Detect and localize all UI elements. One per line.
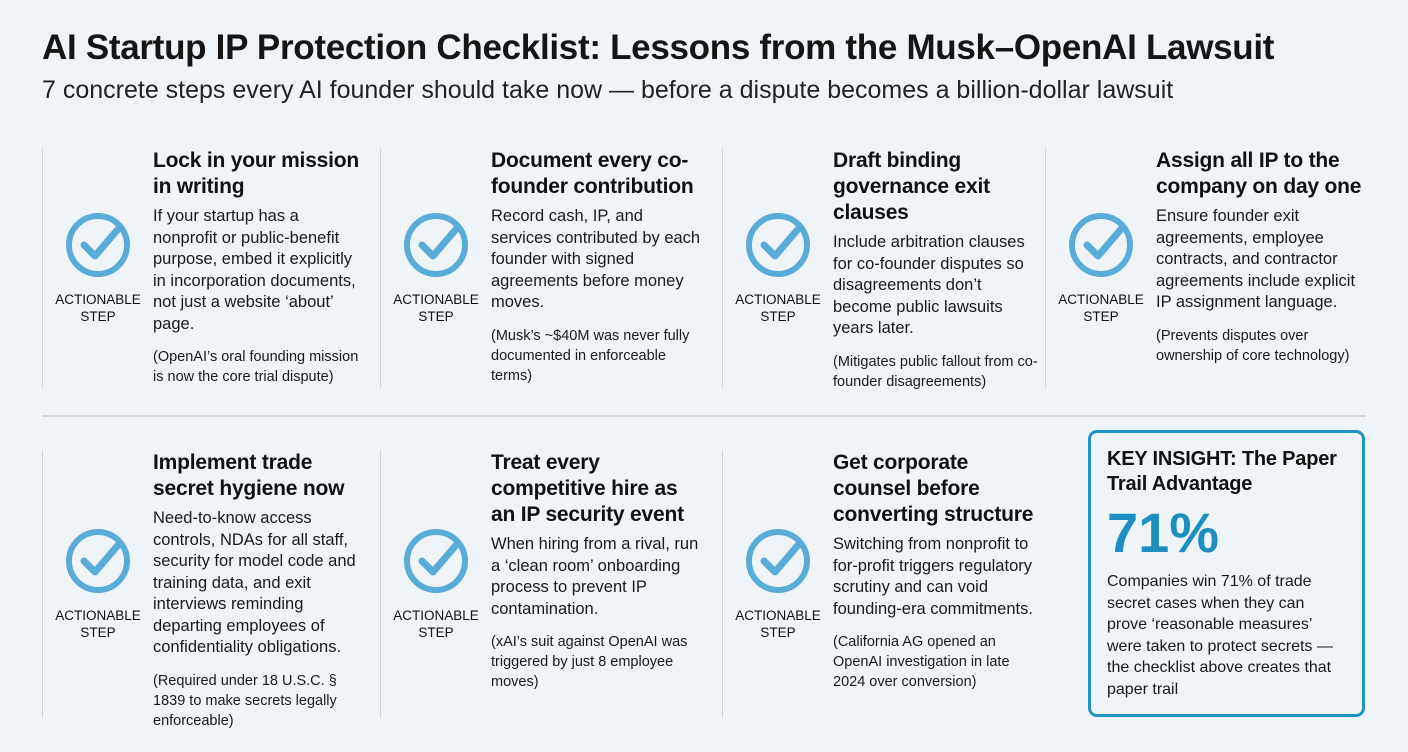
checklist-step: ACTIONABLE STEP Get corporate counsel be… <box>722 450 1052 718</box>
step-tag: ACTIONABLE STEP <box>55 292 141 324</box>
step-body: Need-to-know access controls, NDAs for a… <box>153 509 356 656</box>
step-title: Draft binding governance exit clauses <box>833 149 990 224</box>
step-badge: ACTIONABLE STEP <box>43 450 153 718</box>
step-body: Switching from nonprofit to for-profit t… <box>833 535 1033 618</box>
step-badge: ACTIONABLE STEP <box>1046 148 1156 388</box>
check-circle-icon <box>1069 213 1133 277</box>
check-circle-icon <box>404 213 468 277</box>
step-note: (Prevents disputes over ownership of cor… <box>1156 327 1350 364</box>
insight-stat: 71% <box>1107 501 1220 564</box>
step-title: Treat every competitive hire as an IP se… <box>491 451 684 526</box>
step-title: Document every co-founder contribution <box>491 149 694 198</box>
checklist-step: ACTIONABLE STEP Document every co-founde… <box>380 148 710 388</box>
checklist-step: ACTIONABLE STEP Lock in your mission in … <box>42 148 372 388</box>
step-note: (Required under 18 U.S.C. § 1839 to make… <box>153 672 337 729</box>
step-tag: ACTIONABLE STEP <box>55 608 141 640</box>
row-divider <box>42 415 1366 417</box>
step-badge: ACTIONABLE STEP <box>381 148 491 388</box>
step-note: (Musk’s ~$40M was never fully documented… <box>491 327 690 384</box>
step-tag: ACTIONABLE STEP <box>393 608 479 640</box>
step-tag: ACTIONABLE STEP <box>1058 292 1144 324</box>
page-subtitle: 7 concrete steps every AI founder should… <box>42 76 1174 104</box>
insight-title: KEY INSIGHT: The Paper Trail Advantage <box>1107 448 1337 495</box>
step-title: Get corporate counsel before converting … <box>833 451 1034 526</box>
checklist-step: ACTIONABLE STEP Implement trade secret h… <box>42 450 372 729</box>
checklist-step: ACTIONABLE STEP Assign all IP to the com… <box>1045 148 1375 388</box>
step-note: (Mitigates public fallout from co-founde… <box>833 353 1038 390</box>
check-circle-icon <box>66 529 130 593</box>
step-badge: ACTIONABLE STEP <box>381 450 491 718</box>
step-title: Assign all IP to the company on day one <box>1156 149 1362 198</box>
check-circle-icon <box>66 213 130 277</box>
step-body: When hiring from a rival, run a ‘clean r… <box>491 535 699 618</box>
step-body: Record cash, IP, and services contribute… <box>491 207 701 311</box>
check-circle-icon <box>746 213 810 277</box>
step-tag: ACTIONABLE STEP <box>735 608 821 640</box>
step-body: If your startup has a nonprofit or publi… <box>153 207 356 333</box>
step-body: Ensure founder exit agreements, employee… <box>1156 207 1356 311</box>
insight-body: Companies win 71% of trade secret cases … <box>1107 573 1333 698</box>
step-tag: ACTIONABLE STEP <box>735 292 821 324</box>
step-badge: ACTIONABLE STEP <box>723 450 833 718</box>
step-tag: ACTIONABLE STEP <box>393 292 479 324</box>
check-circle-icon <box>746 529 810 593</box>
step-title: Implement trade secret hygiene now <box>153 451 345 500</box>
checklist-step: ACTIONABLE STEP Draft binding governance… <box>722 148 1052 390</box>
step-note: (xAI’s suit against OpenAI was triggered… <box>491 634 688 690</box>
step-note: (OpenAI’s oral founding mission is now t… <box>153 349 359 385</box>
step-badge: ACTIONABLE STEP <box>43 148 153 388</box>
step-note: (California AG opened an OpenAI investig… <box>833 634 1010 690</box>
step-title: Lock in your mission in writing <box>153 149 360 198</box>
check-circle-icon <box>404 529 468 593</box>
step-badge: ACTIONABLE STEP <box>723 148 833 388</box>
checklist-step: ACTIONABLE STEP Treat every competitive … <box>380 450 710 718</box>
key-insight-box: KEY INSIGHT: The Paper Trail Advantage 7… <box>1088 430 1365 717</box>
step-body: Include arbitration clauses for co-found… <box>833 233 1025 337</box>
page-title: AI Startup IP Protection Checklist: Less… <box>42 28 1275 67</box>
